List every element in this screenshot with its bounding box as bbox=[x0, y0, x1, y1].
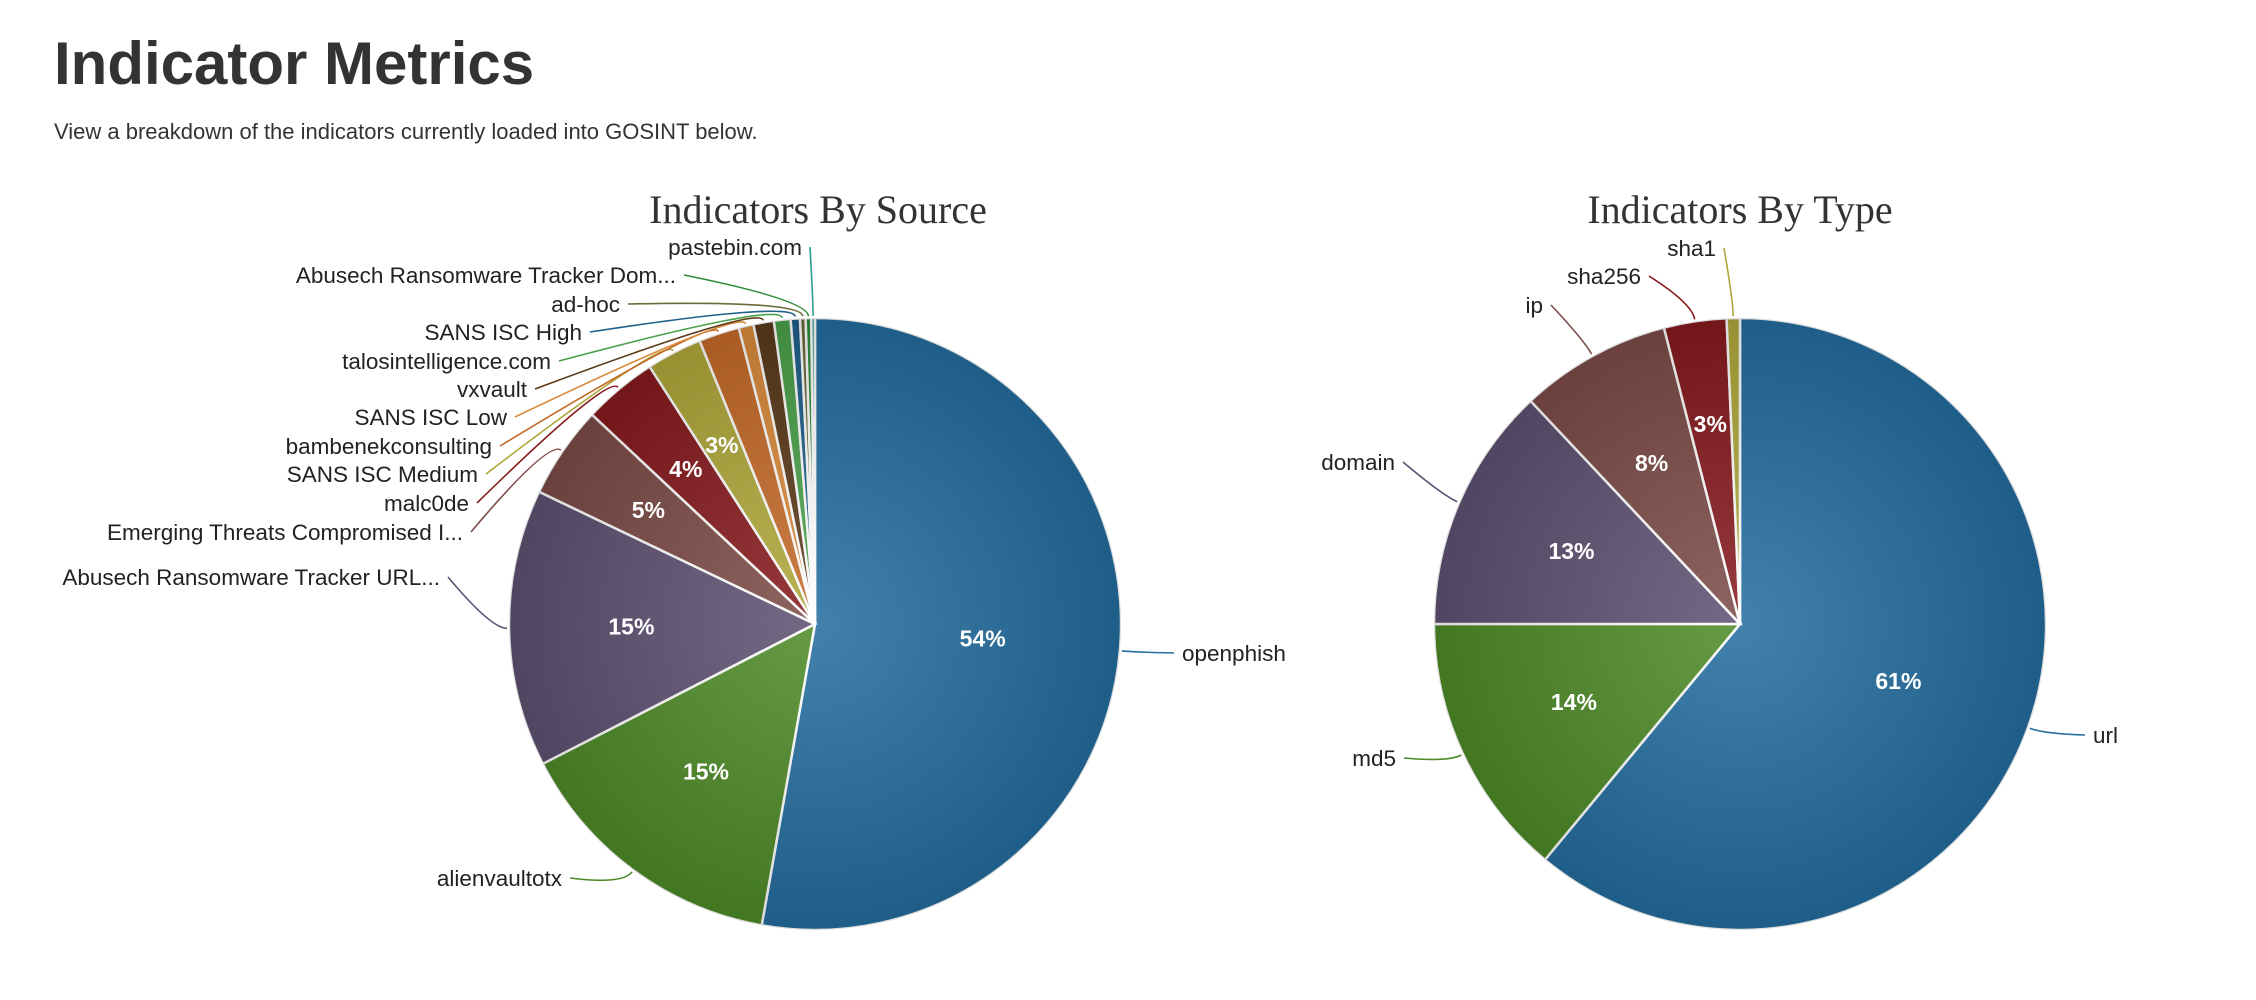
pie-pct-label-source-alienvaultotx: 15% bbox=[683, 759, 729, 785]
pie-pct-label-type-md5: 14% bbox=[1551, 689, 1597, 715]
pie-leader-line-type-url bbox=[2029, 727, 2086, 736]
pie-leader-line-source-bambenekconsulting bbox=[499, 329, 720, 447]
pie-label-type-ip: ip bbox=[1525, 293, 1543, 318]
pie-label-type-domain: domain bbox=[1321, 450, 1395, 475]
pie-leader-line-source-sans-isc-low bbox=[514, 321, 747, 418]
pie-pct-label-type-ip: 8% bbox=[1635, 450, 1668, 476]
pie-pct-label-source-openphish: 54% bbox=[960, 626, 1006, 652]
page-subtitle: View a breakdown of the indicators curre… bbox=[54, 119, 758, 144]
pie-leader-line-type-md5 bbox=[1403, 754, 1462, 761]
pie-leader-line-source-abusech-ransomware-tracker-dom bbox=[683, 274, 810, 317]
chart-title-by-type: Indicators By Type bbox=[1587, 187, 1892, 232]
pie-leader-line-source-vxvault bbox=[534, 317, 764, 390]
pie-pct-label-source-malc0de: 4% bbox=[669, 456, 702, 482]
page-title: Indicator Metrics bbox=[54, 30, 535, 97]
pie-label-source-abusech-ransomware-tracker-dom: Abusech Ransomware Tracker Dom... bbox=[296, 263, 676, 288]
pie-pct-label-source-abusech-ransomware-tracker-url: 15% bbox=[608, 614, 654, 640]
pie-label-source-abusech-ransomware-tracker-url: Abusech Ransomware Tracker URL... bbox=[62, 565, 440, 590]
pie-pct-label-type-url: 61% bbox=[1875, 668, 1921, 694]
pie-label-type-md5: md5 bbox=[1352, 746, 1396, 771]
pie-leader-line-source-abusech-ransomware-tracker-url bbox=[447, 576, 508, 630]
pie-pct-label-source-emerging-threats-compromised-i: 5% bbox=[632, 497, 665, 523]
pie-label-source-sans-isc-low: SANS ISC Low bbox=[354, 405, 507, 430]
pie-label-source-ad-hoc: ad-hoc bbox=[551, 292, 620, 317]
pie-leader-line-type-ip bbox=[1550, 304, 1593, 355]
pie-label-source-alienvaultotx: alienvaultotx bbox=[437, 866, 563, 891]
pie-leader-line-source-pastebin-com bbox=[809, 246, 814, 317]
pie-chart-by-type: Indicators By Type 61% url 14% md5 13% domain… bbox=[1321, 187, 2118, 932]
pie-label-type-url: url bbox=[2093, 723, 2118, 748]
pie-label-source-malc0de: malc0de bbox=[384, 491, 469, 516]
pie-label-type-sha256: sha256 bbox=[1567, 264, 1641, 289]
pie-label-source-bambenekconsulting: bambenekconsulting bbox=[286, 434, 492, 459]
pie-label-type-sha1: sha1 bbox=[1667, 236, 1716, 261]
pie-label-source-openphish: openphish bbox=[1182, 641, 1286, 666]
pie-label-source-pastebin-com: pastebin.com bbox=[668, 235, 802, 260]
pie-leader-line-source-alienvaultotx bbox=[569, 871, 633, 882]
pie-leader-line-source-malc0de bbox=[476, 385, 619, 504]
pie-pct-label-type-sha256: 3% bbox=[1694, 411, 1727, 437]
pie-leader-line-source-emerging-threats-compromised-i bbox=[470, 448, 562, 533]
pie-leader-line-source-talosintelligence-com bbox=[558, 313, 783, 362]
chart-title-by-source: Indicators By Source bbox=[649, 187, 987, 232]
pie-leader-line-type-sha1 bbox=[1723, 247, 1734, 317]
pie-leader-line-type-sha256 bbox=[1648, 275, 1696, 320]
pie-chart-by-source: Indicators By Source 54% openphish 15% alie… bbox=[62, 187, 1286, 932]
pie-leader-line-type-domain bbox=[1402, 461, 1458, 503]
pie-label-source-emerging-threats-compromised-i: Emerging Threats Compromised I... bbox=[107, 520, 463, 545]
pie-leader-line-source-openphish bbox=[1121, 650, 1175, 654]
pie-label-source-talosintelligence-com: talosintelligence.com bbox=[342, 349, 551, 374]
pie-pct-label-source-sans-isc-medium: 3% bbox=[705, 432, 738, 458]
pie-label-source-sans-isc-high: SANS ISC High bbox=[424, 320, 582, 345]
pie-pct-label-type-domain: 13% bbox=[1548, 538, 1594, 564]
pie-leader-line-source-ad-hoc bbox=[627, 302, 804, 317]
pie-label-source-sans-isc-medium: SANS ISC Medium bbox=[287, 462, 478, 487]
pie-label-source-vxvault: vxvault bbox=[457, 377, 528, 402]
pie-leader-line-source-sans-isc-high bbox=[589, 310, 796, 333]
